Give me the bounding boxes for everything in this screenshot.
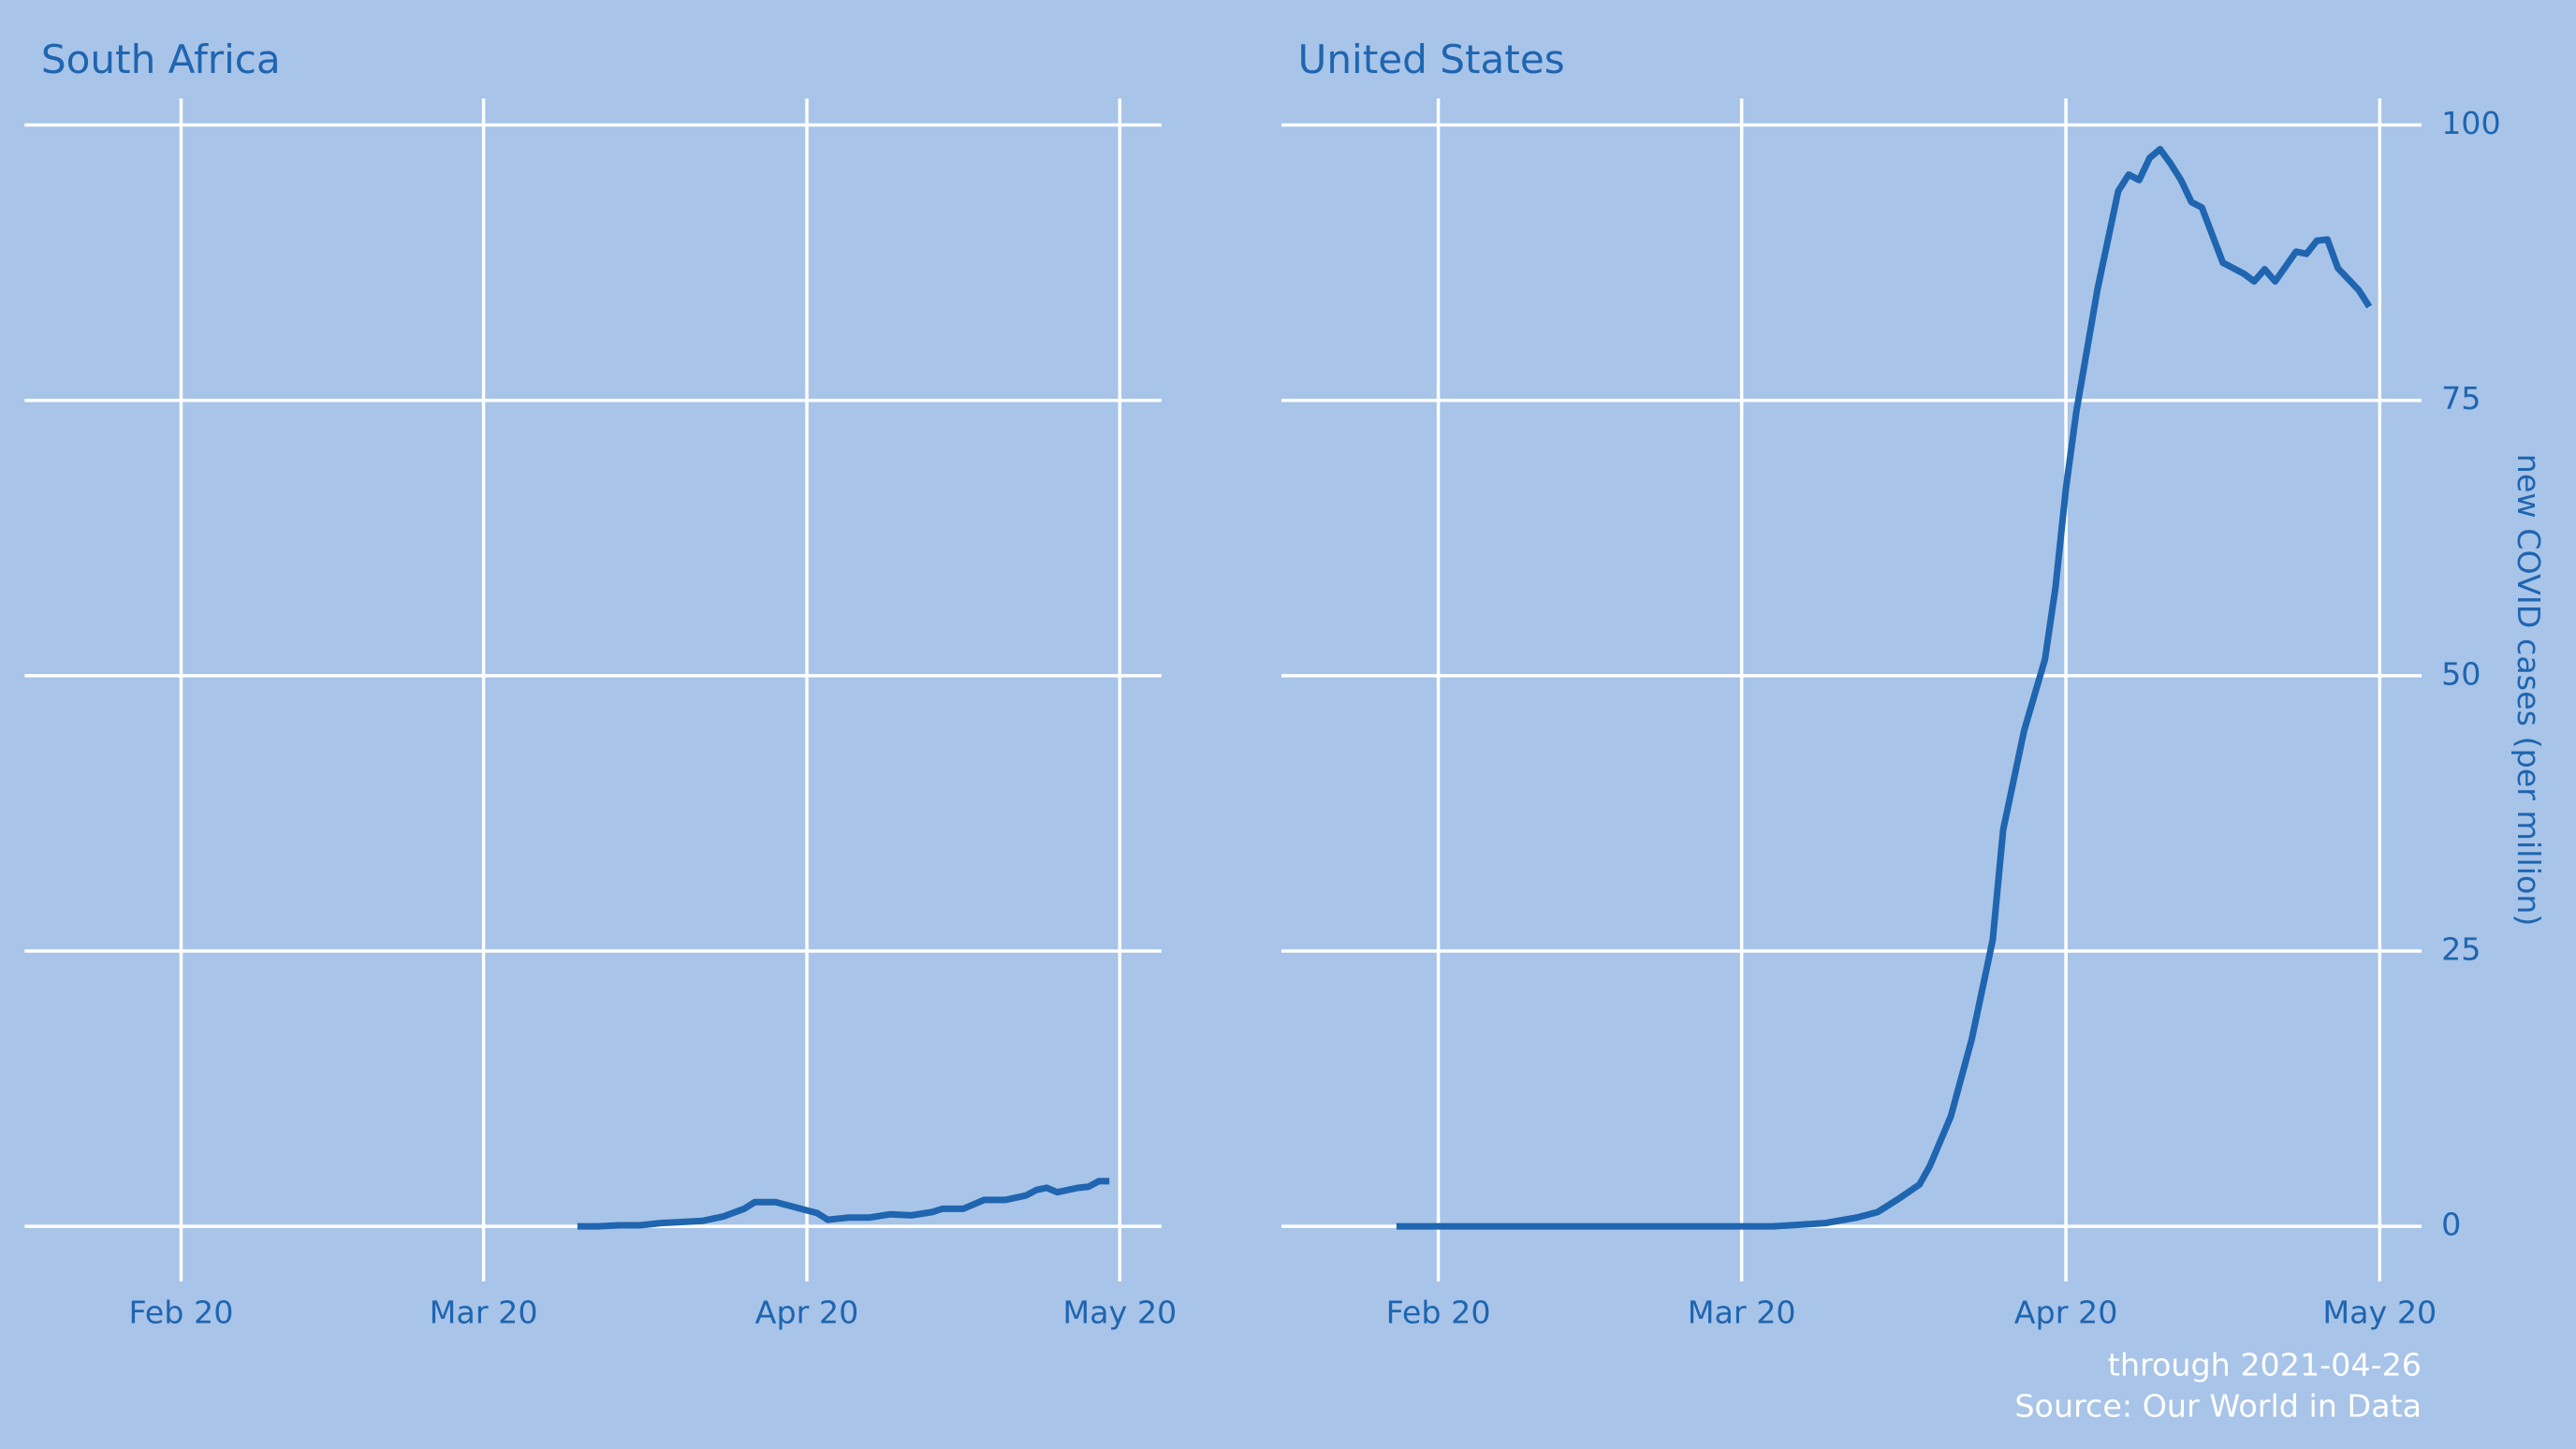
panel-title: United States [1298,37,1565,82]
x-tick-label: Apr 20 [2014,1295,2118,1331]
x-tick-label: Mar 20 [430,1295,538,1331]
data-line [1396,145,2373,1230]
y-tick-label: 25 [2441,930,2481,967]
x-tick-label: Feb 20 [1386,1295,1491,1331]
x-tick-label: May 20 [2322,1295,2437,1331]
y-axis-label: new COVID cases (per million) [2510,454,2547,927]
x-tick-label: Mar 20 [1688,1295,1796,1331]
y-tick-label: 50 [2441,655,2481,692]
caption: through 2021-04-26 [2108,1347,2422,1383]
caption: Source: Our World in Data [2014,1388,2422,1425]
x-tick-label: Apr 20 [755,1295,859,1331]
x-tick-label: Feb 20 [128,1295,233,1331]
x-tick-label: May 20 [1062,1295,1177,1331]
y-tick-label: 100 [2441,105,2501,141]
data-line [577,1178,1110,1230]
y-tick-label: 0 [2441,1207,2461,1243]
panel-title: South Africa [41,37,281,82]
y-tick-label: 75 [2441,380,2481,417]
